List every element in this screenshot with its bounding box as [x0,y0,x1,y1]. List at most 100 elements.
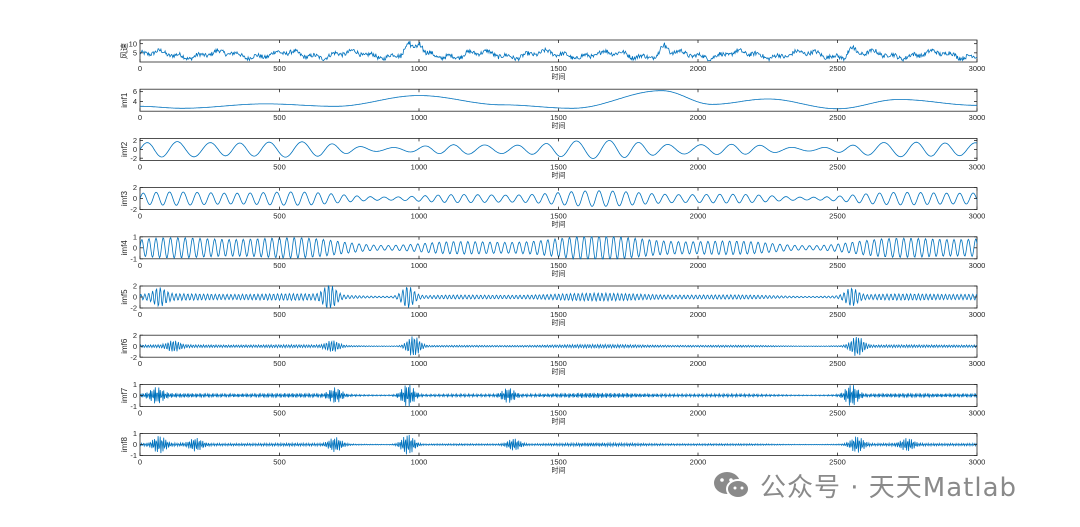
x-tick-label-imf7-4: 2000 [690,408,707,417]
x-tick-label-wind-speed-4: 2000 [690,64,707,73]
x-tick-label-imf3-5: 2500 [829,212,846,221]
x-tick-label-imf4-1: 500 [273,261,286,270]
x-axis-label-wind-speed: 时间 [552,72,566,81]
x-tick-label-imf2-4: 2000 [690,162,707,171]
x-tick-label-imf6-5: 2500 [829,359,846,368]
x-tick-label-imf3-1: 500 [273,212,286,221]
x-axis-label-imf5: 时间 [552,318,566,327]
x-axis-label-imf3: 时间 [552,220,566,229]
y-tick-label-imf2-0: -2 [130,154,137,163]
y-axis-label-imf7: imf7 [120,387,129,403]
x-axis-label-imf8: 时间 [552,466,566,475]
x-tick-label-imf3-4: 2000 [690,212,707,221]
y-axis-label-imf4: imf4 [120,240,129,256]
y-tick-label-imf4-2: 1 [133,232,137,241]
series-line-imf3 [139,190,978,207]
y-tick-label-imf5-0: -2 [130,304,137,313]
x-tick-label-imf5-2: 1000 [411,310,428,319]
x-tick-label-imf6-0: 0 [138,359,142,368]
x-tick-label-imf4-4: 2000 [690,261,707,270]
x-tick-label-imf5-3: 1500 [550,310,567,319]
y-tick-label-imf7-0: -1 [130,402,137,411]
x-tick-label-imf7-6: 3000 [969,408,986,417]
series-line-imf7 [139,384,978,407]
y-tick-label-imf7-2: 1 [133,380,137,389]
x-tick-label-imf2-6: 3000 [969,162,986,171]
x-tick-label-imf8-3: 1500 [550,458,567,467]
y-tick-label-imf3-1: 0 [133,194,137,203]
y-tick-label-imf4-1: 0 [133,243,137,252]
y-tick-label-imf6-2: 2 [133,331,137,340]
x-tick-label-imf6-6: 3000 [969,359,986,368]
x-tick-label-imf2-0: 0 [138,162,142,171]
x-axis-label-imf1: 时间 [552,121,566,130]
x-tick-label-imf8-4: 2000 [690,458,707,467]
y-tick-label-imf4-0: -1 [130,254,137,263]
y-axis-label-imf6: imf6 [120,338,129,354]
x-tick-label-wind-speed-6: 3000 [969,64,986,73]
wechat-icon [714,472,750,499]
axes-imf2 [139,137,978,161]
x-tick-label-imf4-6: 3000 [969,261,986,270]
y-tick-label-wind-speed-1: 10 [129,39,137,48]
y-axis-label-imf8: imf8 [120,436,129,452]
axes-wind-speed [139,39,978,63]
y-axis-label-imf2: imf2 [120,141,129,157]
x-tick-label-imf3-2: 1000 [411,212,428,221]
watermark-text: 公众号 · 天天Matlab [760,472,1018,503]
x-tick-label-wind-speed-2: 1000 [411,64,428,73]
y-tick-label-imf6-1: 0 [133,342,137,351]
x-tick-label-imf1-4: 2000 [690,113,707,122]
x-axis-label-imf4: 时间 [552,269,566,278]
y-axis-label-wind-speed: 风速 [120,43,129,59]
x-tick-label-imf6-2: 1000 [411,359,428,368]
x-tick-label-imf7-3: 1500 [550,408,567,417]
x-tick-label-imf8-0: 0 [138,458,142,467]
x-tick-label-imf7-1: 500 [273,408,286,417]
x-tick-label-imf4-2: 1000 [411,261,428,270]
x-tick-label-imf5-1: 500 [273,310,286,319]
x-tick-label-imf6-3: 1500 [550,359,567,368]
x-tick-label-imf4-0: 0 [138,261,142,270]
x-tick-label-wind-speed-5: 2500 [829,64,846,73]
y-tick-label-imf6-0: -2 [130,353,137,362]
x-tick-label-imf1-6: 3000 [969,113,986,122]
x-tick-label-imf8-6: 3000 [969,458,986,467]
y-tick-label-imf8-0: -1 [130,451,137,460]
x-tick-label-imf4-5: 2500 [829,261,846,270]
y-tick-label-imf8-2: 1 [133,429,137,438]
y-tick-label-imf2-1: 0 [133,145,137,154]
x-tick-label-wind-speed-3: 1500 [550,64,567,73]
x-tick-label-imf7-0: 0 [138,408,142,417]
x-tick-label-imf2-1: 500 [273,162,286,171]
y-tick-label-imf7-1: 0 [133,391,137,400]
x-tick-label-imf6-1: 500 [273,359,286,368]
x-tick-label-imf7-2: 1000 [411,408,428,417]
x-tick-label-imf2-5: 2500 [829,162,846,171]
x-tick-label-imf5-0: 0 [138,310,142,319]
x-tick-label-imf1-3: 1500 [550,113,567,122]
y-axis-label-imf5: imf5 [120,289,129,305]
series-line-wind-speed [139,40,978,63]
x-tick-label-imf2-2: 1000 [411,162,428,171]
x-tick-label-imf8-1: 500 [273,458,286,467]
x-axis-label-imf7: 时间 [552,416,566,425]
y-tick-label-imf5-2: 2 [133,282,137,291]
x-tick-label-imf8-2: 1000 [411,458,428,467]
x-tick-label-imf3-6: 3000 [969,212,986,221]
x-tick-label-imf1-1: 500 [273,113,286,122]
x-tick-label-imf3-0: 0 [138,212,142,221]
series-line-imf2 [139,140,978,159]
y-tick-label-imf3-0: -2 [130,205,137,214]
x-tick-label-wind-speed-0: 0 [138,64,142,73]
x-tick-label-imf4-3: 1500 [550,261,567,270]
x-tick-label-imf2-3: 1500 [550,162,567,171]
y-axis-label-imf1: imf1 [120,92,129,108]
axes-imf3 [139,187,978,211]
x-tick-label-imf1-0: 0 [138,113,142,122]
x-axis-label-imf2: 时间 [552,170,566,179]
x-tick-label-imf5-4: 2000 [690,310,707,319]
y-tick-label-imf2-2: 2 [133,136,137,145]
y-tick-label-imf3-2: 2 [133,183,137,192]
